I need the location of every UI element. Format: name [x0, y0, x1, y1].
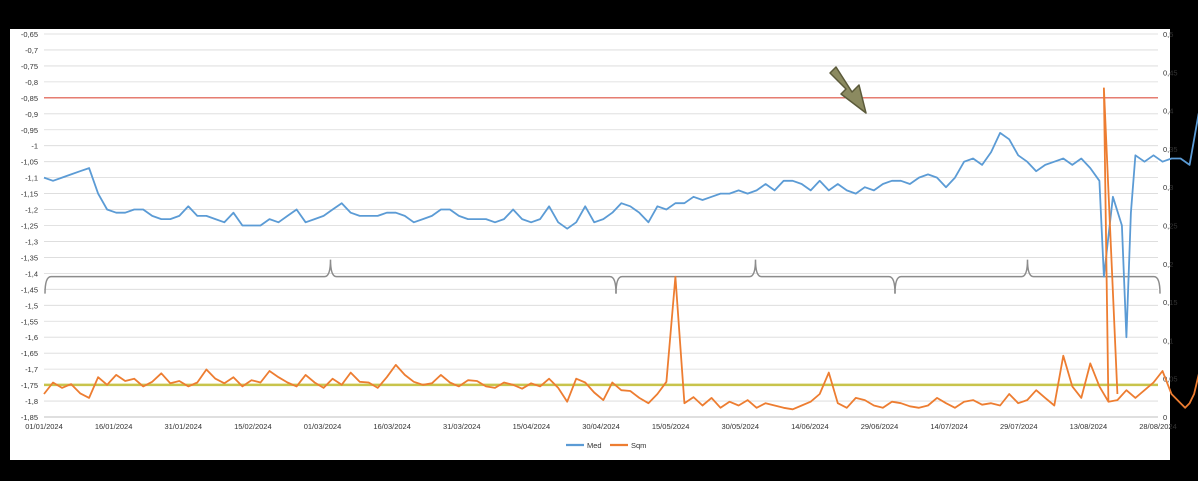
x-tick-label: 30/04/2024 — [582, 422, 620, 431]
left-tick-label: -1,85 — [21, 413, 38, 422]
right-tick-label: 0,4 — [1163, 107, 1173, 116]
left-tick-label: -0,75 — [21, 62, 38, 71]
sqm-spike-1 — [1102, 87, 1119, 402]
left-tick-label: -1,4 — [25, 269, 38, 278]
data-series — [43, 87, 1198, 411]
series-med — [43, 113, 1198, 339]
x-tick-label: 31/03/2024 — [443, 422, 481, 431]
x-tick-label: 14/06/2024 — [791, 422, 829, 431]
x-axis-ticks: 01/01/2024 16/01/2024 31/01/2024 15/02/2024… — [25, 416, 1177, 431]
brace-period-1 — [44, 259, 617, 294]
x-tick-label: 01/01/2024 — [25, 422, 63, 431]
left-tick-label: -1,35 — [21, 253, 38, 262]
x-tick-label: 01/03/2024 — [304, 422, 342, 431]
left-tick-label: -1,3 — [25, 237, 38, 246]
right-tick-label: 0,5 — [1163, 30, 1173, 39]
right-tick-label: 0,35 — [1163, 145, 1178, 154]
x-tick-label: 28/08/2024 — [1139, 422, 1177, 431]
left-tick-label: -0,95 — [21, 126, 38, 135]
period-braces — [44, 259, 1161, 294]
left-tick-label: -1 — [31, 142, 38, 151]
right-tick-label: 0,15 — [1163, 298, 1178, 307]
series-sqm — [43, 275, 1198, 411]
left-tick-label: -1,25 — [21, 222, 38, 231]
right-tick-label: 0,45 — [1163, 68, 1178, 77]
left-tick-label: -1,55 — [21, 317, 38, 326]
right-tick-label: 0 — [1163, 413, 1167, 422]
brace-period-2 — [615, 259, 896, 294]
x-tick-label: 31/01/2024 — [164, 422, 202, 431]
right-tick-label: 0,25 — [1163, 222, 1178, 231]
left-tick-label: -1,45 — [21, 285, 38, 294]
left-axis-ticks: -0,65 -0,7 -0,75 -0,8 -0,85 -0,9 -0,95 -1 -1,05 -… — [21, 30, 38, 422]
right-tick-label: 0,2 — [1163, 260, 1173, 269]
x-tick-label: 14/07/2024 — [930, 422, 968, 431]
left-tick-label: -1,5 — [25, 301, 38, 310]
x-tick-label: 13/08/2024 — [1070, 422, 1108, 431]
left-tick-label: -1,65 — [21, 349, 38, 358]
left-tick-label: -0,85 — [21, 94, 38, 103]
left-tick-label: -1,8 — [25, 397, 38, 406]
arrow-icon — [829, 66, 867, 114]
x-tick-label: 16/03/2024 — [373, 422, 411, 431]
left-tick-label: -0,8 — [25, 78, 38, 87]
left-tick-label: -1,7 — [25, 365, 38, 374]
left-tick-label: -1,15 — [21, 190, 38, 199]
left-tick-label: -1,2 — [25, 206, 38, 215]
x-tick-label: 15/04/2024 — [513, 422, 551, 431]
x-tick-label: 29/07/2024 — [1000, 422, 1038, 431]
left-tick-label: -0,7 — [25, 46, 38, 55]
right-axis-ticks: 0,5 0,45 0,4 0,35 0,3 0,25 0,2 0,15 0,1 0,05 0 — [1163, 30, 1178, 422]
legend-label-sqm: Sqm — [631, 441, 646, 450]
x-tick-label: 30/05/2024 — [721, 422, 759, 431]
brace-period-3 — [894, 259, 1161, 294]
left-tick-label: -1,6 — [25, 333, 38, 342]
left-tick-label: -1,1 — [25, 174, 38, 183]
chart-background — [10, 29, 1170, 460]
reference-lines — [44, 97, 1158, 387]
left-tick-label: -0,9 — [25, 110, 38, 119]
legend-label-med: Med — [587, 441, 602, 450]
annotation-arrow — [829, 66, 867, 114]
right-tick-label: 0,3 — [1163, 183, 1173, 192]
left-tick-label: -1,75 — [21, 381, 38, 390]
x-tick-label: 29/06/2024 — [861, 422, 899, 431]
x-tick-label: 15/05/2024 — [652, 422, 690, 431]
left-tick-label: -0,65 — [21, 30, 38, 39]
x-tick-label: 16/01/2024 — [95, 422, 133, 431]
right-tick-label: 0,05 — [1163, 375, 1178, 384]
right-tick-label: 0,1 — [1163, 336, 1173, 345]
legend: Med Sqm — [566, 441, 646, 450]
x-tick-label: 15/02/2024 — [234, 422, 272, 431]
left-tick-label: -1,05 — [21, 158, 38, 167]
